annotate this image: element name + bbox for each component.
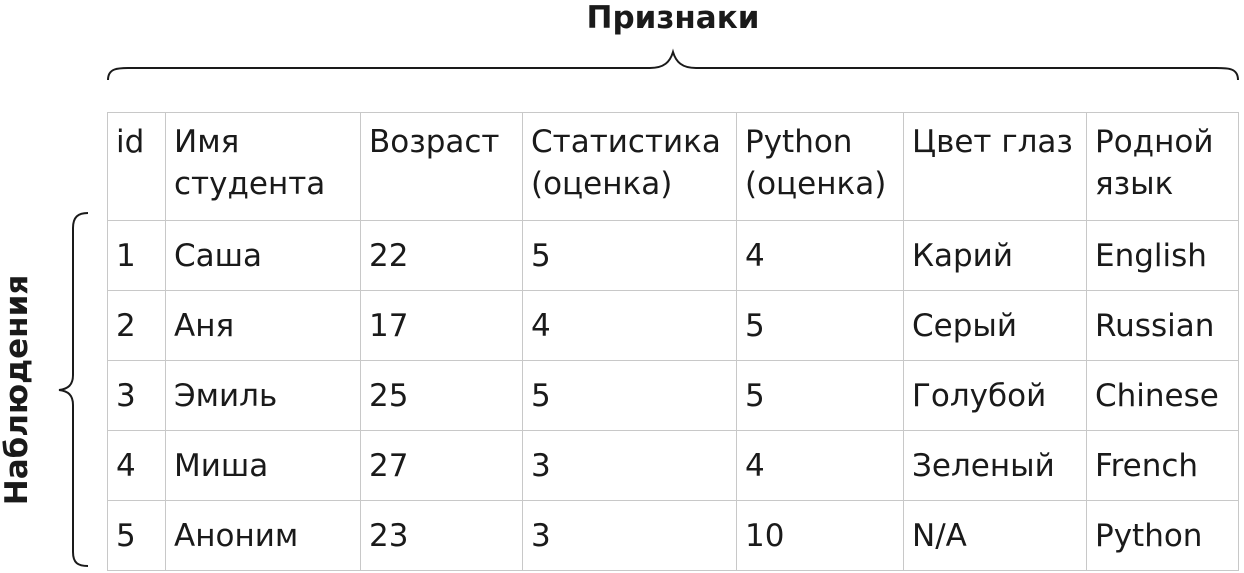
column-header-line: студента [174, 166, 326, 202]
column-header-line: Python [745, 124, 853, 160]
column-header-line: (оценка) [531, 166, 673, 202]
column-header: Возраст [360, 112, 523, 221]
table-cell: Голубой [903, 360, 1087, 431]
table-row: 5 Аноним 23 3 10 N/A Python [107, 500, 1239, 571]
column-header-line: Цвет глаз [912, 124, 1073, 160]
column-header-line: Родной [1095, 124, 1214, 160]
table-cell: 4 [522, 290, 737, 361]
table-cell: 3 [522, 430, 737, 501]
observations-label: Наблюдения [0, 274, 35, 506]
table-cell: 3 [107, 360, 166, 431]
table-cell: 4 [736, 430, 904, 501]
table-cell: Зеленый [903, 430, 1087, 501]
column-header: Имя студента [165, 112, 361, 221]
header-row: id Имя студента Возраст Статистика (оценка) Py… [107, 112, 1239, 221]
table-cell: 5 [522, 220, 737, 291]
column-header: Цвет глаз [903, 112, 1087, 221]
table-cell: 2 [107, 290, 166, 361]
table-cell: 5 [107, 500, 166, 571]
table-cell: Серый [903, 290, 1087, 361]
table-row: 2 Аня 17 4 5 Серый Russian [107, 290, 1239, 361]
table-cell: Аня [165, 290, 361, 361]
table-row: 3 Эмиль 25 5 5 Голубой Chinese [107, 360, 1239, 431]
table-cell: 5 [522, 360, 737, 431]
features-label: Признаки [586, 0, 760, 36]
table-body: 1 Саша 22 5 4 Карий English 2 Аня 17 4 5 Серый Russia… [107, 220, 1239, 571]
observations-brace [58, 212, 89, 567]
features-brace [107, 48, 1239, 81]
table-cell: N/A [903, 500, 1087, 571]
column-header-line: язык [1095, 166, 1174, 202]
table-cell: English [1086, 220, 1239, 291]
table-cell: Chinese [1086, 360, 1239, 431]
table-cell: 27 [360, 430, 523, 501]
table-cell: 3 [522, 500, 737, 571]
column-header: Статистика (оценка) [522, 112, 737, 221]
column-header-line: Возраст [369, 124, 500, 160]
column-header: id [107, 112, 166, 221]
table-cell: 5 [736, 290, 904, 361]
table-cell: 1 [107, 220, 166, 291]
table-cell: Python [1086, 500, 1239, 571]
column-header: Python (оценка) [736, 112, 904, 221]
table-cell: French [1086, 430, 1239, 501]
students-table: id Имя студента Возраст Статистика (оценка) Py… [107, 112, 1239, 571]
column-header-line: id [116, 124, 145, 160]
table-cell: Russian [1086, 290, 1239, 361]
table-cell: Саша [165, 220, 361, 291]
table-cell: 10 [736, 500, 904, 571]
table-cell: Миша [165, 430, 361, 501]
table-cell: 4 [107, 430, 166, 501]
table-cell: 17 [360, 290, 523, 361]
column-header-line: (оценка) [745, 166, 887, 202]
table-row: 4 Миша 27 3 4 Зеленый French [107, 430, 1239, 501]
table-cell: Эмиль [165, 360, 361, 431]
table-row: 1 Саша 22 5 4 Карий English [107, 220, 1239, 291]
column-header-line: Статистика [531, 124, 721, 160]
table-cell: 23 [360, 500, 523, 571]
column-header: Родной язык [1086, 112, 1239, 221]
table-cell: 4 [736, 220, 904, 291]
table-cell: 22 [360, 220, 523, 291]
column-header-line: Имя [174, 124, 240, 160]
table-cell: Аноним [165, 500, 361, 571]
table-cell: 5 [736, 360, 904, 431]
table-cell: Карий [903, 220, 1087, 291]
table-cell: 25 [360, 360, 523, 431]
